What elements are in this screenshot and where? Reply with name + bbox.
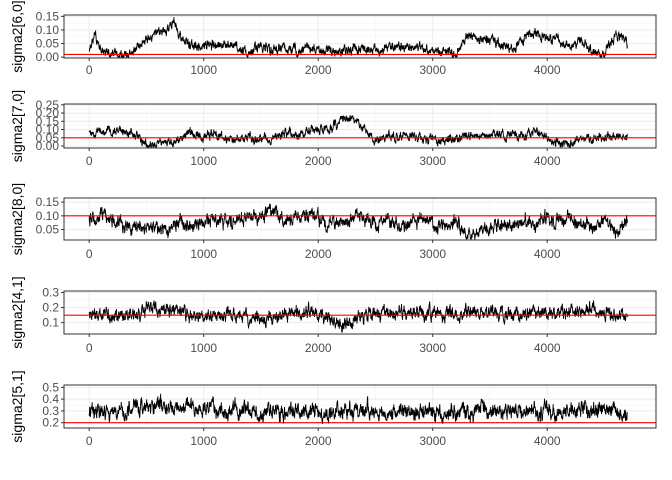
y-tick-label: 0.20 (36, 106, 60, 120)
trace-panel: 0.050.100.15 0 1000 2000 3000 4000 sigma2[8,0] (9, 183, 657, 261)
y-tick-label: 0.2 (42, 301, 59, 315)
trace-line (88, 114, 628, 148)
trace-panel: 0.10.20.3 0 1000 2000 3000 4000 sigma2[4,1] (9, 276, 657, 355)
x-tick-label: 1000 (190, 247, 217, 261)
panel-border (63, 290, 657, 335)
y-tick-label: 0.15 (36, 114, 60, 128)
y-tick-label: 0.00 (36, 139, 60, 153)
x-tick-label: 2000 (305, 154, 332, 168)
trace-line (88, 299, 628, 333)
x-tick-label: 1000 (190, 63, 217, 77)
y-tick-label: 0.4 (42, 392, 59, 406)
y-axis-title: sigma2[6,0] (9, 0, 25, 72)
x-tick-label: 3000 (419, 434, 446, 448)
x-tick-label: 2000 (305, 247, 332, 261)
y-tick-label: 0.3 (42, 404, 59, 418)
y-tick-label: 0.3 (42, 286, 59, 300)
x-tick-label: 3000 (419, 341, 446, 355)
y-axis-title: sigma2[8,0] (9, 183, 25, 255)
trace-panel: 0.000.050.100.150.200.25 0 1000 2000 3000 400… (9, 90, 657, 168)
x-tick-label: 2000 (305, 434, 332, 448)
x-tick-label: 4000 (534, 154, 561, 168)
panel-border (63, 384, 657, 429)
y-tick-label: 0.15 (36, 9, 60, 23)
y-tick-label: 0.05 (36, 223, 60, 237)
x-tick-label: 1000 (190, 434, 217, 448)
x-tick-label: 2000 (305, 341, 332, 355)
y-tick-label: 0.05 (36, 131, 60, 145)
y-tick-label: 0.10 (36, 209, 60, 223)
trace-panel: 0.20.30.40.5 0 1000 2000 3000 4000 sigma2[5,1] (9, 370, 657, 448)
x-tick-label: 1000 (190, 154, 217, 168)
x-tick-label: 0 (86, 154, 93, 168)
trace-panel: 0.000.050.100.15 0 1000 2000 3000 4000 sigma2[… (9, 0, 657, 77)
y-tick-label: 0.2 (42, 416, 59, 430)
y-axis-title: sigma2[4,1] (9, 276, 25, 348)
y-tick-label: 0.25 (36, 98, 60, 112)
x-tick-label: 1000 (190, 341, 217, 355)
x-tick-label: 4000 (534, 63, 561, 77)
y-tick-label: 0.10 (36, 123, 60, 137)
y-tick-label: 0.05 (36, 37, 60, 51)
x-tick-label: 4000 (534, 341, 561, 355)
trace-line (88, 393, 628, 425)
x-tick-label: 3000 (419, 154, 446, 168)
x-tick-label: 0 (86, 434, 93, 448)
y-tick-label: 0.15 (36, 195, 60, 209)
x-tick-label: 2000 (305, 63, 332, 77)
y-tick-label: 0.00 (36, 50, 60, 64)
x-tick-label: 3000 (419, 63, 446, 77)
x-tick-label: 4000 (534, 247, 561, 261)
y-tick-label: 0.1 (42, 316, 59, 330)
y-axis-title: sigma2[7,0] (9, 90, 25, 162)
x-tick-label: 3000 (419, 247, 446, 261)
x-tick-label: 0 (86, 63, 93, 77)
x-tick-label: 0 (86, 341, 93, 355)
y-tick-label: 0.5 (42, 380, 59, 394)
y-tick-label: 0.10 (36, 23, 60, 37)
panel-border (63, 103, 657, 149)
x-tick-label: 4000 (534, 434, 561, 448)
y-axis-title: sigma2[5,1] (9, 370, 25, 442)
x-tick-label: 0 (86, 247, 93, 261)
panel-border (63, 14, 657, 59)
panel-border (63, 197, 657, 241)
